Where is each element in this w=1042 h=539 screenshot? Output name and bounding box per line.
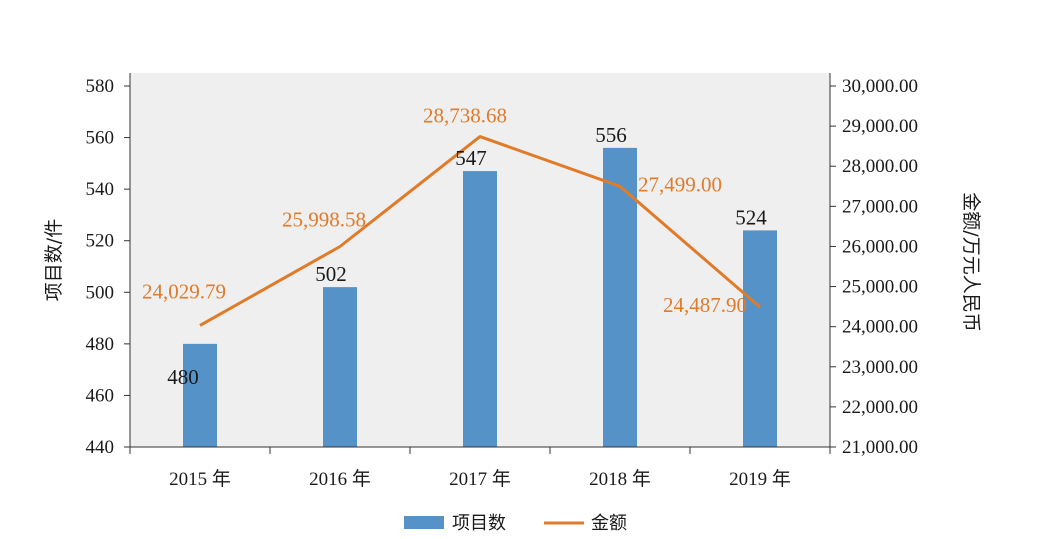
right-tick-label: 26,000.00 xyxy=(842,236,918,257)
right-tick-label: 24,000.00 xyxy=(842,317,918,338)
left-tick-label: 460 xyxy=(86,385,115,406)
left-tick-label: 520 xyxy=(86,231,115,252)
legend: 项目数 金额 xyxy=(404,513,627,534)
bar-data-label: 556 xyxy=(595,123,627,147)
bar xyxy=(463,171,497,448)
data-labels: 480 502 547 556 524 24,029.79 25,998.58 28,738.… xyxy=(142,104,767,389)
x-tick-label: 2017 年 xyxy=(449,468,511,490)
line-data-label: 27,499.00 xyxy=(638,172,722,196)
right-tick-label: 22,000.00 xyxy=(842,397,918,418)
amount-line xyxy=(199,135,761,327)
x-tick-label: 2019 年 xyxy=(729,468,791,490)
left-tick-label: 540 xyxy=(86,179,115,200)
bar xyxy=(183,343,217,447)
bar xyxy=(323,287,357,447)
right-axis-title: 金额/万元人民币 xyxy=(960,192,982,331)
left-tick-label: 440 xyxy=(86,437,115,458)
legend-bar-label: 项目数 xyxy=(452,513,506,534)
left-axis-title: 项目数/件 xyxy=(43,219,65,301)
right-tick-label: 25,000.00 xyxy=(842,277,918,298)
line-data-label: 24,487.90 xyxy=(663,293,747,317)
left-tick-label: 560 xyxy=(86,128,115,149)
bar xyxy=(743,230,777,447)
axes: 440 460 480 500 520 540 560 580 21,000.00 22,000.… xyxy=(86,73,918,490)
bar-data-label: 502 xyxy=(315,262,347,286)
bar-series xyxy=(183,147,777,448)
right-tick-label: 29,000.00 xyxy=(842,116,918,137)
x-tick-label: 2016 年 xyxy=(309,468,371,490)
line-data-label: 25,998.58 xyxy=(282,208,366,232)
x-tick-label: 2015 年 xyxy=(169,468,231,490)
right-tick-label: 30,000.00 xyxy=(842,76,918,97)
left-tick-label: 580 xyxy=(86,76,115,97)
right-tick-label: 23,000.00 xyxy=(842,357,918,378)
x-tick-label: 2018 年 xyxy=(589,468,651,490)
bar xyxy=(603,147,637,447)
right-tick-label: 28,000.00 xyxy=(842,156,918,177)
legend-bar-swatch xyxy=(404,516,444,529)
line-series xyxy=(199,135,761,327)
left-tick-label: 480 xyxy=(86,334,115,355)
left-tick-label: 500 xyxy=(86,282,115,303)
legend-line-label: 金额 xyxy=(591,513,627,534)
right-tick-label: 27,000.00 xyxy=(842,196,918,217)
right-tick-label: 21,000.00 xyxy=(842,437,918,458)
line-data-label: 28,738.68 xyxy=(423,104,507,128)
line-data-label: 24,029.79 xyxy=(142,279,226,303)
bar-data-label: 524 xyxy=(735,205,767,229)
bar-data-label: 480 xyxy=(167,365,199,389)
bar-data-label: 547 xyxy=(455,146,487,170)
